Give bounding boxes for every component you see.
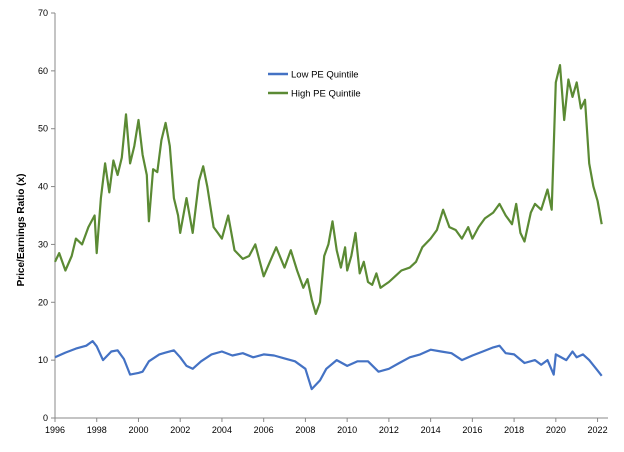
legend-high-pe-label: High PE Quintile <box>291 89 361 100</box>
y-tick-label: 10 <box>38 355 48 365</box>
x-tick-label: 2016 <box>462 425 482 435</box>
x-axis: 1996 1998 2000 2002 2004 2006 2008 2010 2012 2014… <box>45 417 608 435</box>
x-tick-label: 2008 <box>295 425 315 435</box>
x-tick-label: 2000 <box>128 425 148 435</box>
legend-low-pe-label: Low PE Quintile <box>291 70 359 81</box>
x-ticks: 1996 1998 2000 2002 2004 2006 2008 2010 2012 2014… <box>45 418 608 435</box>
series-line-high-pe <box>54 63 603 315</box>
series-line-low-pe <box>54 340 603 391</box>
series-layer <box>54 63 603 391</box>
y-tick-label: 60 <box>38 66 48 76</box>
x-tick-label: 2006 <box>254 425 274 435</box>
y-tick-label: 0 <box>43 413 48 423</box>
x-tick-label: 1998 <box>87 425 107 435</box>
x-tick-label: 2022 <box>588 425 608 435</box>
x-tick-label: 1996 <box>45 425 65 435</box>
y-axis: 0 10 20 30 40 50 60 70 <box>38 8 56 423</box>
x-tick-label: 2004 <box>212 425 232 435</box>
x-tick-label: 2010 <box>337 425 357 435</box>
legend: Low PE Quintile High PE Quintile <box>268 70 361 100</box>
y-tick-label: 70 <box>38 8 48 18</box>
y-tick-label: 30 <box>38 239 48 249</box>
y-tick-label: 20 <box>38 297 48 307</box>
y-ticks: 0 10 20 30 40 50 60 70 <box>38 8 55 423</box>
x-tick-label: 2002 <box>170 425 190 435</box>
y-tick-label: 40 <box>38 182 48 192</box>
x-tick-label: 2014 <box>421 425 441 435</box>
y-axis-title: Price/Earnings Ratio (x) <box>16 174 27 287</box>
x-tick-label: 2018 <box>504 425 524 435</box>
y-tick-label: 50 <box>38 124 48 134</box>
x-tick-label: 2012 <box>379 425 399 435</box>
x-tick-label: 2020 <box>546 425 566 435</box>
